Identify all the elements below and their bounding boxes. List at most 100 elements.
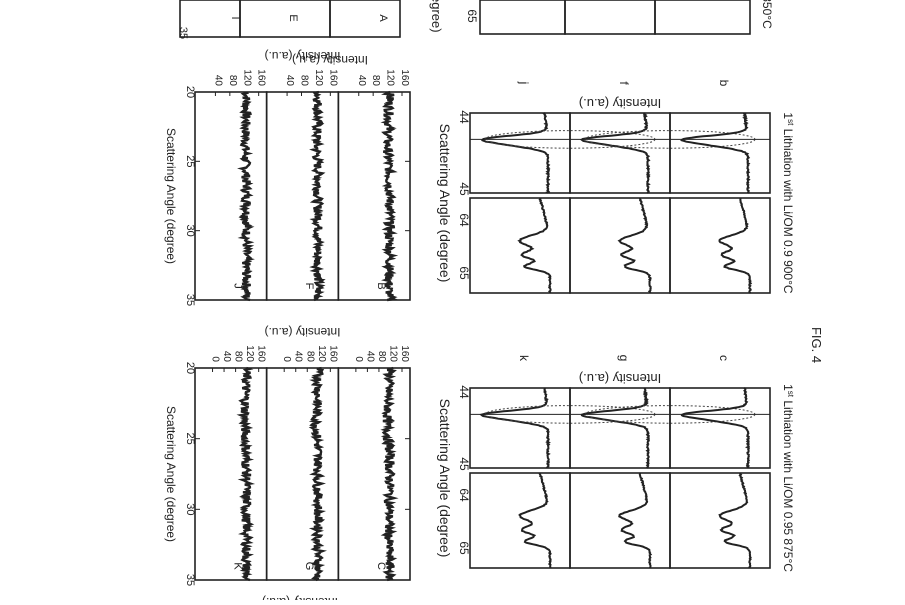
x-axis-label: Scattering Angle (degree) — [164, 128, 178, 264]
panel-letter-A: A — [377, 14, 389, 22]
zoom-column-col-b-zoom: j f b 44 45 64 65 Scattering Angle (degree) Inte… — [437, 80, 795, 294]
zoom-column-col-c-zoom: k g c 44 45 64 65 Scattering Angle (degree) Inte… — [437, 355, 795, 573]
x-tick-label: 25 — [184, 155, 196, 167]
panel-frame-G — [265, 367, 340, 581]
series-line-C — [380, 366, 399, 582]
x-axis-label: Scattering Angle (degree) — [437, 124, 453, 283]
y-tick-label: 160 — [327, 345, 338, 362]
peak-trace-upper-g — [580, 387, 651, 469]
y-axis-label: Intensity (a.u.) — [579, 96, 661, 111]
y-tick-label: 120 — [244, 345, 255, 362]
zoom-frame-fragment — [654, 0, 751, 35]
zoom-frame-lower-g — [569, 472, 671, 569]
x-tick-label: 20 — [184, 362, 196, 374]
zoom-frame-upper-b — [669, 112, 771, 194]
panel-letter-j: j — [517, 81, 531, 85]
y-axis-label: Intensity (a.u.) — [264, 49, 340, 63]
panel-frame-B — [337, 91, 411, 301]
y-axis-label: Intensity (a.u.) — [292, 53, 368, 67]
figure-label: FIG. 4 — [809, 327, 824, 363]
zoom-frame-lower-j — [469, 197, 571, 294]
title-superscript: st — [786, 391, 795, 398]
x-tick-label: 30 — [184, 503, 196, 515]
left-fragment: I E A 35 Intensity (a.u.) 65 (degree) 850°C — [177, 0, 774, 67]
panel-frame-C — [337, 367, 411, 581]
panel-frame-E — [239, 0, 331, 38]
zoom-frame-upper-j — [469, 112, 571, 194]
series-line-J — [237, 91, 255, 302]
peak-trace-upper-k — [479, 387, 551, 469]
y-tick-label: 120 — [316, 345, 327, 362]
peak-trace-lower-j — [517, 197, 552, 294]
y-tick-label: 80 — [233, 351, 244, 363]
x-tick-label: 44 — [457, 385, 471, 399]
series-line-G — [308, 366, 328, 582]
peak-trace-upper-f — [579, 112, 651, 194]
y-tick-label: 80 — [376, 351, 387, 363]
x-tick-label: 45 — [457, 182, 471, 196]
x-tick-label: 65 — [457, 266, 471, 280]
peak-trace-upper-c — [680, 387, 751, 469]
panel-frame-F — [265, 91, 340, 301]
y-tick-label: 160 — [399, 345, 410, 362]
y-tick-label: 80 — [299, 75, 310, 87]
x-tick-label: 35 — [184, 294, 196, 306]
panel-letter-c: c — [717, 355, 731, 361]
peak-trace-lower-f — [617, 198, 652, 294]
zoom-frame-upper-f — [569, 112, 671, 194]
panel-frame-K — [194, 367, 268, 581]
y-tick-label: 80 — [304, 351, 315, 363]
series-line-B — [380, 90, 399, 302]
peak-trace-lower-c — [718, 472, 752, 569]
zoom-frame-lower-b — [669, 197, 771, 294]
x-tick-label: 44 — [457, 110, 471, 124]
y-tick-label: 0 — [281, 356, 292, 362]
zoom-frame-fragment — [479, 0, 566, 35]
peak-trace-lower-b — [718, 197, 753, 294]
y-axis-label: Intensity (a.u.) — [579, 371, 661, 386]
series-line-K — [236, 366, 256, 582]
title-rest: Lithiation with Li/OM 0.95 875°C — [781, 397, 795, 572]
y-tick-label: 0 — [353, 356, 364, 362]
zoom-frame-upper-g — [569, 387, 671, 469]
y-tick-label: 80 — [370, 75, 381, 87]
panel-letter-I: I — [229, 16, 241, 19]
y-tick-label: 120 — [241, 69, 252, 86]
y-tick-label: 160 — [256, 69, 267, 86]
panel-letter-b: b — [717, 80, 731, 87]
zoom-frame-lower-c — [669, 472, 771, 569]
panel-letter-C: C — [375, 562, 387, 570]
peak-trace-upper-j — [481, 112, 551, 194]
zoom-frame-upper-c — [669, 387, 771, 469]
y-tick-label: 40 — [212, 75, 223, 87]
x-tick-label: 30 — [184, 225, 196, 237]
panel-letter-g: g — [617, 355, 631, 362]
x-tick-label: 35 — [177, 27, 189, 39]
y-tick-label: 40 — [293, 351, 304, 363]
y-tick-label: 120 — [313, 69, 324, 86]
y-tick-label: 120 — [385, 69, 396, 86]
panel-letter-F: F — [303, 283, 315, 290]
zoom-frame-lower-k — [469, 472, 571, 569]
y-axis-label: Intensity (a.u.) — [264, 325, 340, 339]
y-tick-label: 40 — [364, 351, 375, 363]
broad-column-col-b-broad: J1601208040F1601208040B16012080402025303… — [164, 49, 411, 306]
chart-title: 1st Lithiation with Li/OM 0.9 900°C — [781, 112, 795, 293]
x-tick-label: 45 — [457, 457, 471, 471]
y-tick-label: 80 — [227, 75, 238, 87]
y-tick-label: 0 — [210, 356, 221, 362]
panel-letter-E: E — [287, 14, 299, 21]
y-tick-label: 40 — [284, 75, 295, 87]
y-tick-label: 120 — [387, 345, 398, 362]
y-axis-label-fragment: Intensity (a.u.) — [262, 595, 338, 600]
chart-title: 1st Lithiation with Li/OM 0.95 875°C — [781, 384, 795, 572]
x-tick-label: 64 — [457, 213, 471, 227]
panel-letter-G: G — [303, 562, 315, 571]
zoom-frame-lower-f — [569, 197, 671, 294]
panel-frame-A — [329, 0, 401, 38]
x-axis-label: Scattering Angle (degree) — [164, 406, 178, 542]
peak-trace-upper-b — [680, 112, 751, 194]
y-tick-label: 160 — [399, 69, 410, 86]
